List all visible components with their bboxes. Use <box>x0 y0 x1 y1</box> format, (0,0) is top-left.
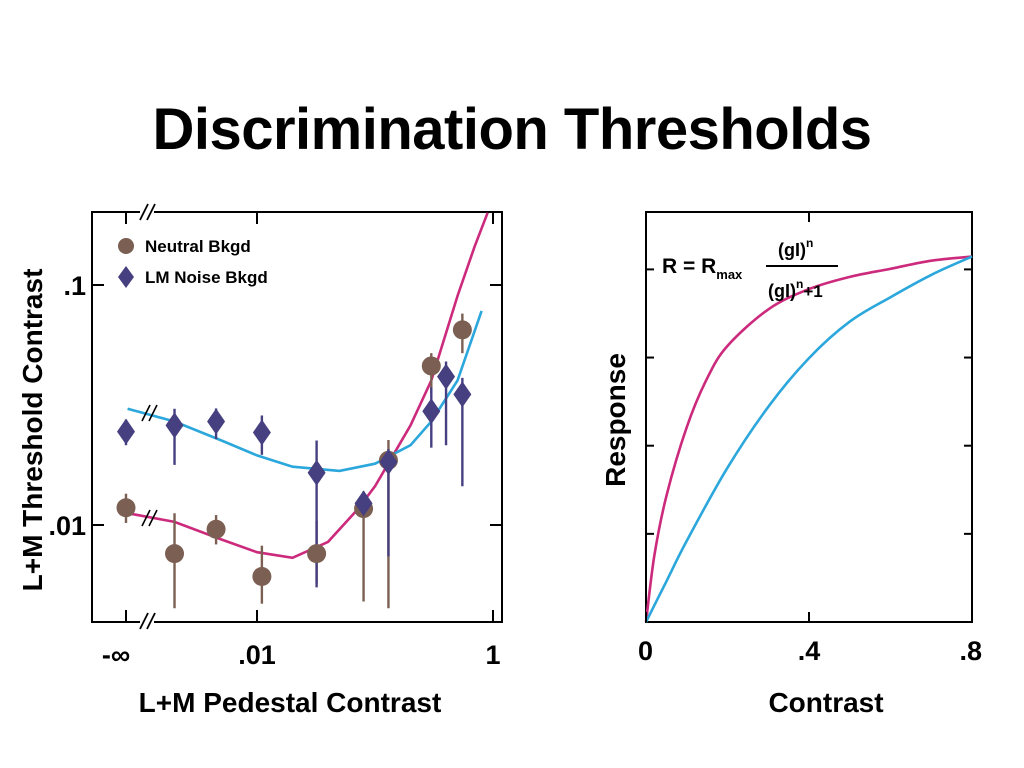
lm-noise-data-point <box>117 418 135 445</box>
response-x-tick-label: 0 <box>638 636 653 666</box>
threshold-fit-curves <box>127 212 489 560</box>
x-tick-label: 1 <box>485 640 500 670</box>
x-tick-label: .01 <box>238 640 276 670</box>
response-x-tick-label: .4 <box>798 636 821 666</box>
y-tick-label: .01 <box>48 511 86 541</box>
neutral-data-point <box>307 544 327 564</box>
threshold-markers <box>116 320 472 587</box>
x-tick-label: -∞ <box>102 640 130 670</box>
threshold-chart: .01 .1 -∞ .01 1 Neutral Bkgd LM Noise Bkgd L… <box>17 203 503 718</box>
neutral-data-point <box>252 567 272 587</box>
threshold-x-axis-title: L+M Pedestal Contrast <box>139 687 442 718</box>
response-curves <box>644 255 973 623</box>
lm-noise-data-point <box>354 490 373 517</box>
response-x-axis-title: Contrast <box>768 687 883 718</box>
legend-lm-noise-marker <box>118 266 134 288</box>
axis-break-marks-inner <box>141 404 158 527</box>
response-chart: 0 .4 .8 R = Rmax (gI)n (gI)n+1 Contrast Re… <box>600 211 982 718</box>
threshold-ticks: .01 .1 -∞ .01 1 <box>48 212 502 670</box>
lm-noise-data-point <box>437 363 456 390</box>
equation-annotation: R = Rmax (gI)n (gI)n+1 <box>662 236 838 301</box>
lm-noise-data-point <box>207 408 226 435</box>
response-curve-2 <box>644 255 973 623</box>
response-ticks: 0 .4 .8 <box>638 212 982 666</box>
lm-noise-data-point <box>307 459 326 486</box>
threshold-error-bars <box>124 313 464 609</box>
legend-neutral-label: Neutral Bkgd <box>145 237 251 256</box>
axis-break-marks <box>139 203 156 630</box>
lm-noise-data-point <box>453 381 472 408</box>
equation-numerator: (gI)n <box>778 236 813 260</box>
legend-lm-noise-label: LM Noise Bkgd <box>145 268 268 287</box>
response-curve-1 <box>644 255 973 623</box>
equation-denominator: (gI)n+1 <box>768 277 823 301</box>
lm-noise-data-point <box>422 398 441 425</box>
neutral-data-point <box>452 320 472 340</box>
legend: Neutral Bkgd LM Noise Bkgd <box>118 237 268 288</box>
lm-noise-data-point <box>252 419 271 446</box>
threshold-fit-curve-1 <box>127 212 489 560</box>
y-tick-label: .1 <box>63 271 86 301</box>
neutral-data-point <box>116 498 136 518</box>
legend-neutral-marker <box>118 238 134 254</box>
threshold-plot-frame <box>91 211 503 623</box>
threshold-y-axis-title: L+M Threshold Contrast <box>17 269 48 592</box>
lm-noise-data-point <box>379 449 398 476</box>
neutral-data-point <box>421 356 441 376</box>
neutral-data-point <box>206 519 226 539</box>
neutral-data-point <box>165 544 185 564</box>
slide-title: Discrimination Thresholds <box>152 97 872 162</box>
response-x-tick-label: .8 <box>959 636 982 666</box>
threshold-fit-curve-2 <box>127 310 483 473</box>
equation-lhs: R = Rmax <box>662 255 743 282</box>
response-y-axis-title: Response <box>600 353 631 487</box>
lm-noise-data-point <box>165 412 184 439</box>
